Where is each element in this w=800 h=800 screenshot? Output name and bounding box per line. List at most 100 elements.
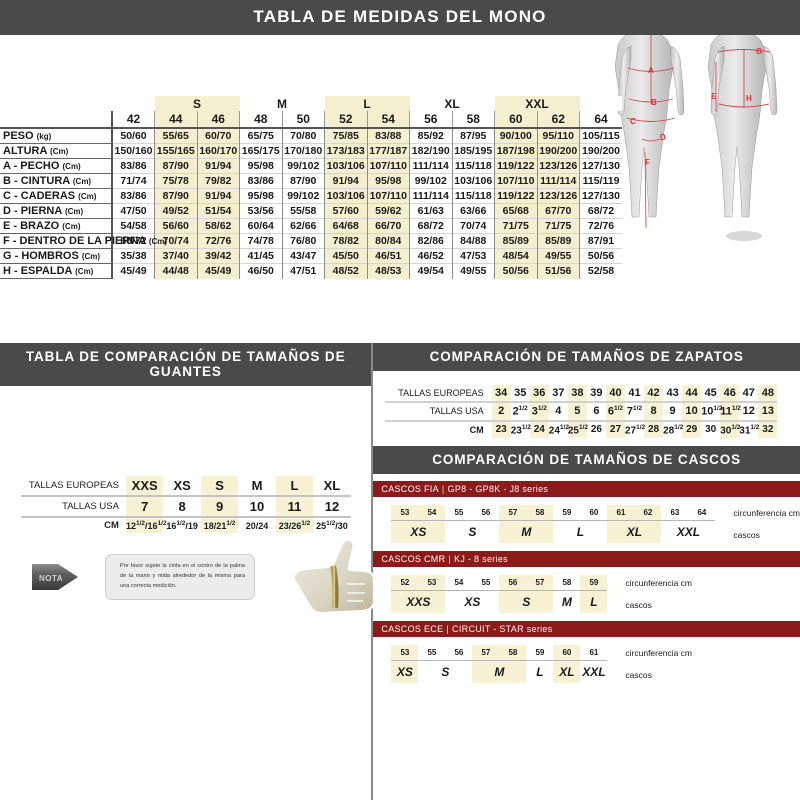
- helmet-legend: circunferencia cm cascos: [733, 505, 800, 543]
- mono-cell: 119/122: [494, 158, 538, 174]
- mono-size-header: 58: [451, 111, 495, 129]
- gloves-cell: S: [200, 476, 239, 497]
- helmet-size-row: XXS XS S M L: [391, 590, 608, 613]
- shoes-table-row: TALLAS USA 2 21/2 31/2 4 5 6 61/2 71/2 8 9 10 101/2 1…: [385, 402, 778, 422]
- mono-cell: 103/106: [451, 173, 495, 189]
- mono-cell: 95/98: [366, 173, 410, 189]
- mono-cell: 60/70: [196, 127, 240, 144]
- mono-cell: 45/49: [196, 263, 240, 279]
- helmet-circumference-value: 59: [589, 577, 599, 587]
- mono-table-row: A - PECHO (Cm) 83/86 87/90 91/94 95/98 99/102…: [0, 158, 623, 174]
- mono-cell: 75/78: [154, 173, 197, 189]
- mono-cell: 190/200: [536, 143, 580, 159]
- mono-cell: 49/52: [154, 203, 197, 219]
- helmet-section-name: CASCOS ECE: [381, 623, 444, 634]
- shoes-cell: 24: [529, 420, 549, 438]
- mono-cell: 63/66: [451, 203, 495, 219]
- legend-circumference: circunferencia cm: [625, 577, 692, 588]
- gloves-cell: 12: [313, 496, 351, 518]
- mono-cell: 71/75: [494, 218, 538, 234]
- mono-cell: 85/89: [536, 233, 580, 249]
- shoes-helmets-section: COMPARACIÓN DE TAMAÑOS DE ZAPATOS TALLAS…: [373, 343, 800, 800]
- shoes-cell: 281/2: [663, 423, 684, 436]
- helmet-size-value: XL: [553, 660, 581, 683]
- helmet-circumference-value: 56: [508, 577, 518, 587]
- mono-table-row: ALTURA (Cm) 150/160 155/165 160/170 165/175 1…: [0, 143, 623, 159]
- mono-cell: 182/190: [409, 143, 453, 159]
- shoes-cell: 48: [758, 385, 778, 403]
- shoes-cell: 47: [739, 385, 759, 403]
- mono-table-row: B - CINTURA (Cm) 71/74 75/78 79/82 83/86 87/9…: [0, 173, 623, 189]
- mono-cell: 70/80: [281, 127, 325, 144]
- mono-size-header: 52: [324, 111, 368, 129]
- mono-size-header: 62: [536, 111, 580, 129]
- helmet-size-value: XS: [391, 520, 446, 543]
- shoes-cell: 32: [758, 420, 778, 438]
- mono-cell: 103/106: [324, 188, 368, 204]
- mono-cell: 83/86: [111, 188, 155, 204]
- shoes-cell: 311/2: [739, 423, 760, 436]
- shoes-cell: 42: [644, 385, 664, 403]
- shoes-cell: 8: [644, 402, 664, 422]
- helmet-size-row: XS S M L XL XXL: [391, 660, 607, 683]
- marker-B: B: [651, 98, 657, 107]
- mono-cell: 103/106: [324, 158, 368, 174]
- helmet-circumference-value: 52: [400, 577, 410, 587]
- mono-cell: 83/88: [366, 127, 410, 144]
- mono-cell: 107/110: [366, 158, 410, 174]
- mono-section: TABLA DE MEDIDAS DEL MONO: [0, 0, 800, 340]
- bottom-sections: TABLA DE COMPARACIÓN DE TAMAÑOS DE GUANT…: [0, 340, 800, 800]
- helmet-circumference-value: 61: [616, 507, 626, 517]
- mono-cell: 59/62: [366, 203, 410, 219]
- helmet-circumference-value: 53: [400, 647, 410, 657]
- shoes-cell: 43: [663, 385, 683, 403]
- helmet-circumference-value: 56: [454, 647, 464, 657]
- mono-cell: 45/49: [111, 263, 155, 279]
- marker-C: C: [630, 117, 636, 126]
- nota-arrow-icon: NOTA: [32, 564, 78, 590]
- mono-cell: 51/56: [536, 263, 580, 279]
- shoes-cell: 101/2: [701, 402, 722, 422]
- mono-table-row: E - BRAZO (Cm) 54/58 56/60 58/62 60/64 62/66 6…: [0, 218, 623, 234]
- helmet-circumference-value: 57: [508, 507, 518, 517]
- mono-table-row: PESO (kg) 50/60 55/65 60/70 65/75 70/80 75/85 8…: [0, 127, 623, 144]
- mono-cell: 70/74: [451, 218, 495, 234]
- gloves-cell: XS: [163, 476, 201, 497]
- helmet-circumference-row: 53 55 56 57 58 59 60 61: [391, 644, 608, 661]
- mono-cell: 43/47: [281, 248, 325, 264]
- shoes-cell: 41: [624, 385, 645, 403]
- mono-cell: 150/160: [111, 143, 155, 159]
- mono-cell: 49/55: [451, 263, 495, 279]
- mono-size-header: 42: [111, 111, 155, 129]
- helmet-circumference-value: 54: [454, 577, 464, 587]
- helmet-circumference-row: 53 54 55 56 57 58 59 60 61 62 63 64: [391, 504, 716, 521]
- mono-cell: 53/56: [239, 203, 283, 219]
- shoes-cell: 28: [644, 420, 664, 438]
- mono-cell: 50/60: [111, 127, 155, 144]
- gloves-table-row: TALLAS EUROPEAS XXS XS S M L XL: [20, 476, 351, 497]
- shoes-cell: 231/2: [510, 423, 531, 436]
- gloves-cell: 18/211/2: [200, 517, 239, 533]
- hand-measuring-icon: [291, 538, 376, 615]
- helmet-circumference-value: 63: [670, 507, 680, 517]
- mono-cell: 68/72: [579, 203, 623, 219]
- mono-size-group: XL: [409, 96, 495, 111]
- mono-cell: 75/85: [324, 127, 368, 144]
- helmet-circumference-value: 59: [562, 507, 572, 517]
- shoes-cell: 111/2: [720, 402, 741, 422]
- helmet-section-header: CASCOS ECE | CIRCUIT - STAR series: [373, 620, 800, 637]
- shoes-cell: 21/2: [510, 402, 530, 422]
- mono-cell: 64/68: [324, 218, 368, 234]
- mono-group-row: S M L XL XXL: [0, 96, 623, 111]
- helmet-size-value: M: [561, 594, 572, 609]
- shoes-cell: 5: [567, 402, 587, 422]
- mono-cell: 70/74: [154, 233, 197, 249]
- mannequin-diagram: A B C D F G H: [615, 3, 778, 241]
- mono-cell: 177/187: [366, 143, 410, 159]
- gloves-cell: M: [238, 476, 276, 497]
- mono-cell: 76/80: [281, 233, 325, 249]
- gloves-row-label: TALLAS USA: [20, 496, 126, 518]
- helmet-circumference-value: 53: [400, 507, 410, 517]
- mono-cell: 190/200: [579, 143, 623, 159]
- gloves-cell: 121/2/161/2: [125, 517, 167, 533]
